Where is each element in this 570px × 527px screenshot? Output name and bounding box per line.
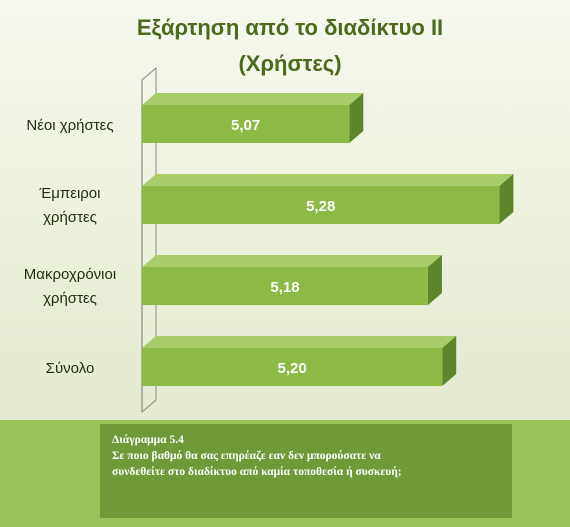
bar xyxy=(142,186,500,224)
caption-text: Διάγραμμα 5.4 Σε ποιο βαθμό θα σας επηρέ… xyxy=(112,432,512,480)
bar xyxy=(142,105,350,143)
category-label: Μακροχρόνιοι xyxy=(24,266,116,283)
bar-side-face xyxy=(442,336,457,386)
chart-title-line-1: Εξάρτηση από το διαδίκτυο ΙΙ xyxy=(136,15,444,40)
data-label: 5,20 xyxy=(278,360,307,377)
bar-top-face xyxy=(142,93,364,105)
chart-title-line-2: (Χρήστες) xyxy=(238,51,342,76)
data-label: 5,07 xyxy=(231,117,260,134)
figure-caption: Διάγραμμα 5.4 Σε ποιο βαθμό θα σας επηρέ… xyxy=(0,420,570,527)
caption-panel xyxy=(100,424,512,518)
category-label: Σύνολο xyxy=(46,360,95,377)
data-label: 5,28 xyxy=(306,198,335,215)
chart-title: Εξάρτηση από το διαδίκτυο ΙΙ (Χρήστες) xyxy=(60,10,520,82)
bar-top-face xyxy=(142,174,514,186)
bar xyxy=(142,267,428,305)
caption-line-1: Διάγραμμα 5.4 xyxy=(112,434,184,446)
caption-line-3: συνδεθείτε στο διαδίκτυο από καμία τοποθ… xyxy=(112,466,402,478)
bar-top-face xyxy=(142,336,457,348)
category-label: Έμπειροι xyxy=(39,185,101,202)
bar-top-face xyxy=(142,255,442,267)
category-label: Νέοι χρήστες xyxy=(26,117,113,134)
bar-chart: 5,07 Νέοι χρήστες 5,28 Έμπειροι χρήστες 5,18 Μ… xyxy=(24,66,514,414)
category-label: χρήστες xyxy=(43,290,97,307)
bar-side-face xyxy=(499,174,514,224)
category-label: χρήστες xyxy=(43,209,97,226)
bar-side-face xyxy=(349,93,364,143)
bar xyxy=(142,348,443,386)
bar-side-face xyxy=(427,255,442,305)
data-label: 5,18 xyxy=(270,279,299,296)
chart-area: Εξάρτηση από το διαδίκτυο ΙΙ (Χρήστες) 5… xyxy=(0,0,570,420)
caption-line-2: Σε ποιο βαθμό θα σας επηρέαζε εαν δεν μπ… xyxy=(112,450,381,462)
